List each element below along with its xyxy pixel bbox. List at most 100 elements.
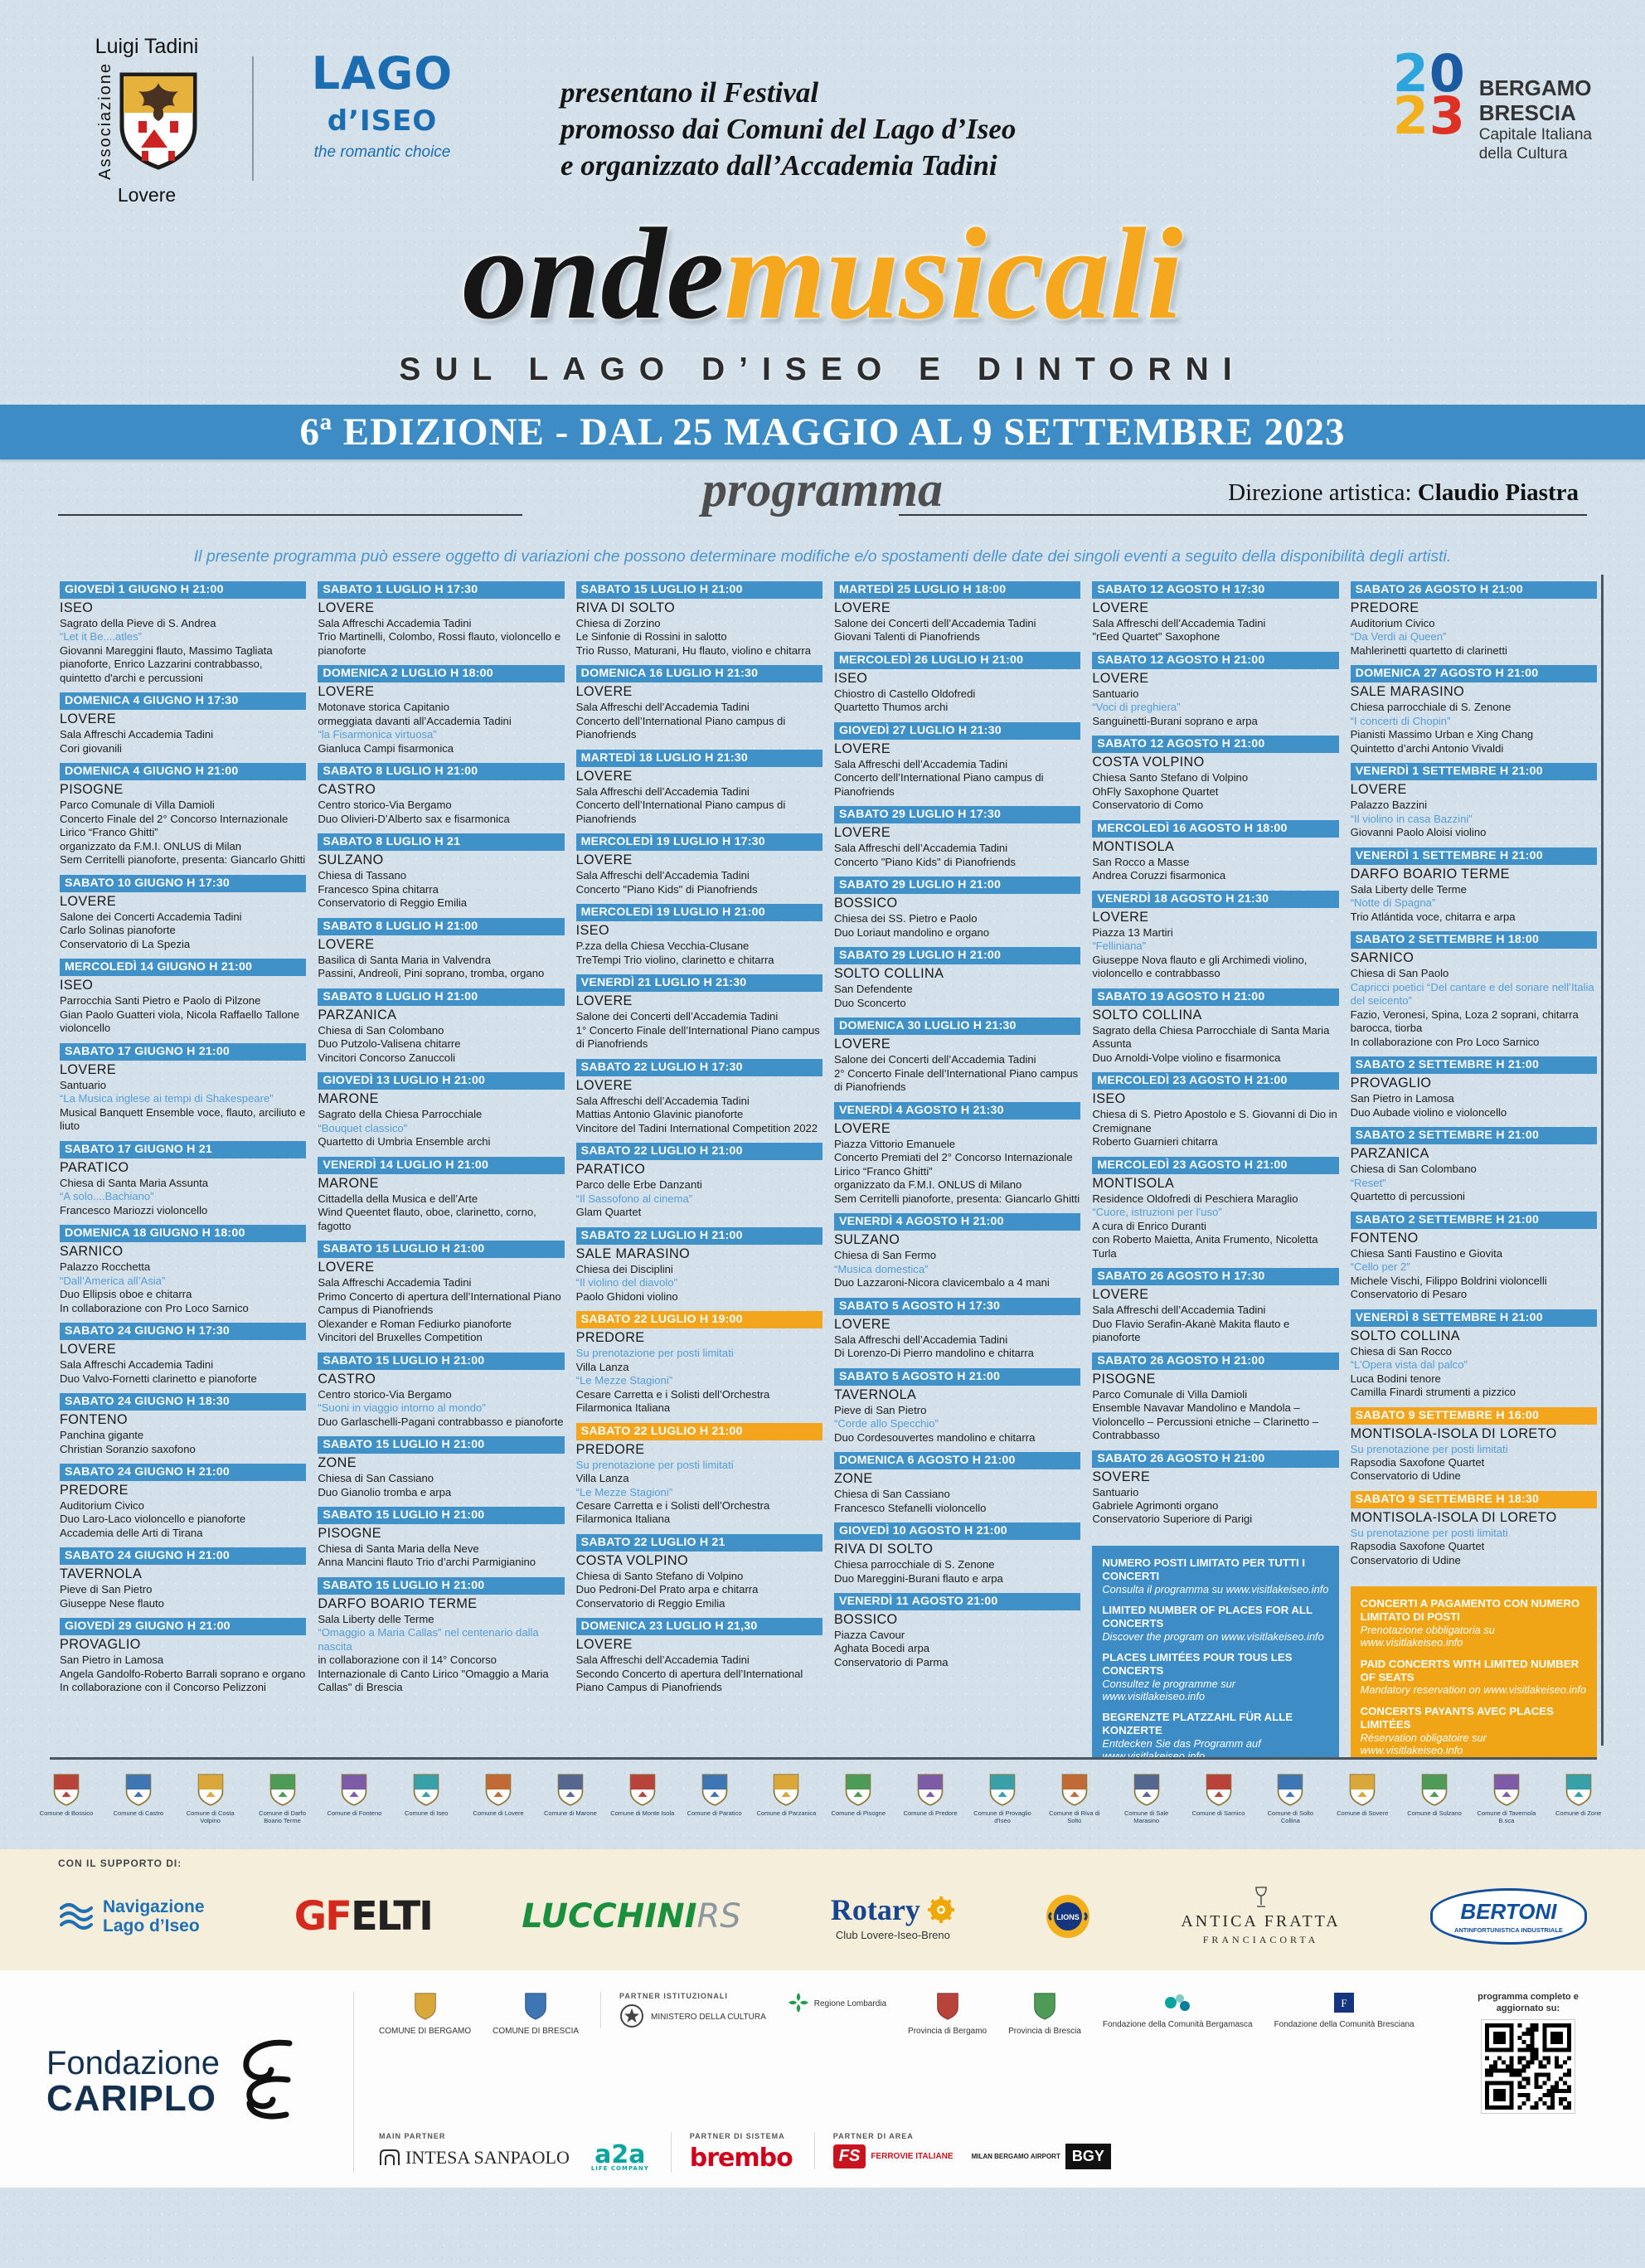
event-line: "rEed Quartet" Saxophone: [1092, 630, 1220, 643]
comune-crest-icon: [774, 1774, 799, 1806]
event-date-banner: SABATO 12 AGOSTO H 21:00: [1092, 736, 1339, 754]
comune-crest-icon: [197, 1774, 223, 1806]
event-item: SABATO 26 AGOSTO H 21:00 PREDORE Auditoriu…: [1350, 581, 1597, 658]
event-line: Francesco Mariozzi violoncello: [60, 1203, 208, 1217]
event-program-title: “Let it Be....atles”: [60, 630, 142, 643]
event-line: Chiesa di San Colombano: [1350, 1163, 1477, 1176]
event-program-title: “Omaggio a Maria Callas” nel centenario …: [318, 1626, 539, 1653]
provincia-bergamo: Provincia di Bergamo: [908, 1992, 987, 2037]
event-line: Vincitori del Bruxelles Competition: [318, 1331, 483, 1344]
event-program-title: “L’Opera vista dal palco”: [1350, 1358, 1468, 1372]
event-line: Santuario: [60, 1078, 107, 1091]
provincia-bg-crest-icon: [936, 1993, 958, 2020]
event-city: DARFO BOARIO TERME: [318, 1595, 478, 1611]
event-city: SULZANO: [833, 1232, 900, 1248]
event-program-title: “Felliniana”: [1092, 940, 1147, 953]
event-line: A cura di Enrico Duranti: [1092, 1219, 1206, 1232]
notice-bold: CONCERTS PAYANTS AVEC PLACES LIMITÉES: [1360, 1704, 1554, 1731]
event-city: PREDORE: [575, 1330, 645, 1346]
event-city: DARFO BOARIO TERME: [1350, 866, 1510, 881]
event-city: ISEO: [60, 978, 94, 993]
event-item: MERCOLEDÌ 19 LUGLIO H 21:00 ISEO P.zza del…: [575, 904, 822, 967]
event-program-title: “Cello per 2”: [1350, 1260, 1410, 1274]
ministero-emblem-icon: [620, 2004, 644, 2028]
comune-label: Comune di Parzanica: [756, 1809, 817, 1817]
event-item: SABATO 12 AGOSTO H 21:00 LOVERE Santuario “…: [1092, 651, 1339, 728]
event-line: Chiesa parrocchiale di S. Zenone: [833, 1558, 995, 1571]
event-item: DOMENICA 18 GIUGNO H 18:00 SARNICO Palazzo…: [60, 1225, 307, 1315]
event-city: FONTENO: [60, 1412, 128, 1428]
event-line: Sala Affreschi dell’Accademia Tadini: [1092, 1304, 1266, 1317]
event-line: Conservatorio di Udine: [1350, 1553, 1461, 1566]
event-line: Parco Comunale di Villa Damioli: [1092, 1387, 1248, 1401]
event-line: Andrea Coruzzi fisarmonica: [1092, 869, 1226, 882]
event-date-banner: VENERDÌ 8 SETTEMBRE H 21:00: [1350, 1309, 1597, 1327]
event-line: Quartetto di percussioni: [1350, 1190, 1465, 1203]
comune-label: Comune di Predore: [903, 1809, 958, 1817]
notice-pair: NUMERO POSTI LIMITATO PER TUTTI I CONCER…: [1102, 1557, 1328, 1595]
antica-fratta-logo: ANTICA FRATTA FRANCIACORTA: [1181, 1887, 1340, 1946]
a2a-logo: a2a LIFE COMPANY: [590, 2140, 649, 2172]
comune-label: Comune di Pisogne: [831, 1809, 886, 1817]
event-program-title: “Notte di Spagna”: [1350, 896, 1436, 910]
event-line: Pieve di San Pietro: [60, 1583, 153, 1596]
event-line: Basilica di Santa Maria in Valvendra: [318, 953, 491, 966]
capitale-city: BERGAMO: [1478, 75, 1592, 100]
event-line: Quintetto d’archi Antonio Vivaldi: [1350, 741, 1504, 755]
event-line: Villa Lanza: [575, 1472, 629, 1485]
tadini-crest-icon: [119, 72, 197, 170]
program-bottom-rule: [50, 1757, 1597, 1760]
partners-grid: COMUNE DI BERGAMO COMUNE DI BRESCIA PART…: [379, 1992, 1433, 2173]
program-column: SABATO 1 LUGLIO H 17:30 LOVERE Sala Affres…: [318, 581, 565, 1752]
comune-crest-icon: [1278, 1774, 1303, 1806]
notice-bold: BEGRENZTE PLATZZAHL FÜR ALLE KONZERTE: [1102, 1711, 1293, 1737]
event-date-banner: SABATO 24 GIUGNO H 18:30: [60, 1393, 307, 1411]
main-partner-group: MAIN PARTNER INTESA SANPAOLO a2a LIFE COM…: [379, 2132, 649, 2172]
event-city: LOVERE: [60, 1061, 117, 1077]
event-city: PARATICO: [60, 1159, 129, 1175]
event-date-banner: SABATO 12 AGOSTO H 21:00: [1092, 651, 1339, 669]
event-item: SABATO 12 AGOSTO H 21:00 COSTA VOLPINO Chi…: [1092, 736, 1339, 812]
event-city: PREDORE: [60, 1482, 129, 1498]
event-item: VENERDÌ 1 SETTEMBRE H 21:00 LOVERE Palazzo…: [1350, 763, 1597, 839]
event-program-title: “La Musica inglese ai tempi di Shakespea…: [60, 1092, 274, 1105]
event-city: LOVERE: [1092, 909, 1149, 925]
event-date-banner: SABATO 24 GIUGNO H 21:00: [60, 1463, 307, 1481]
event-line: Trio Atlántida voce, chitarra e arpa: [1350, 910, 1516, 923]
event-line: TreTempi Trio violino, clarinetto e chit…: [575, 953, 774, 966]
capitale-label: Capitale Italiana: [1478, 125, 1592, 143]
program-column: GIOVEDÌ 1 GIUGNO H 21:00 ISEO Sagrato dell…: [60, 581, 307, 1752]
tadini-name: Luigi Tadini: [95, 35, 199, 58]
event-city: PARZANICA: [1350, 1146, 1429, 1162]
event-date-banner: SABATO 29 LUGLIO H 21:00: [833, 877, 1081, 895]
event-line: Duo Loriaut mandolino e organo: [833, 925, 990, 939]
event-line: Salone dei Concerti Accademia Tadini: [60, 910, 242, 923]
event-city: RIVA DI SOLTO: [833, 1542, 934, 1557]
event-line: Carlo Solinas pianoforte: [60, 924, 176, 937]
event-item: SABATO 15 LUGLIO H 21:00 ZONE Chiesa di Sa…: [318, 1436, 565, 1499]
event-city: PISOGNE: [1092, 1371, 1156, 1387]
event-line: Francesco Stefanelli violoncello: [833, 1501, 987, 1514]
event-line: Chiesa di San Cassiano: [318, 1472, 434, 1485]
notice-pair: LIMITED NUMBER OF PLACES FOR ALL CONCERT…: [1102, 1604, 1328, 1643]
event-item: SABATO 2 SETTEMBRE H 21:00 PARZANICA Chies…: [1350, 1127, 1597, 1203]
event-date-banner: SABATO 26 AGOSTO H 17:30: [1092, 1268, 1339, 1286]
event-line: Fazio, Veronesi, Spina, Loza 2 soprani, …: [1350, 1008, 1579, 1035]
program-column: SABATO 12 AGOSTO H 17:30 LOVERE Sala Affre…: [1092, 581, 1339, 1757]
event-item: SABATO 29 LUGLIO H 21:00 SOLTO COLLINA San…: [833, 947, 1081, 1010]
fond-bergamasca-icon: [1165, 1994, 1191, 2011]
rule-left: [58, 514, 522, 516]
event-date-banner: SABATO 15 LUGLIO H 21:00: [575, 581, 822, 599]
header-divider: [252, 56, 254, 181]
event-line: OhFly Saxophone Quartet: [1092, 784, 1219, 798]
cariplo-glyph-icon: [243, 2039, 293, 2120]
event-line: Glam Quartet: [575, 1206, 642, 1219]
event-line: Rapsodia Saxofone Quartet: [1350, 1455, 1485, 1469]
event-line: San Rocco a Masse: [1092, 855, 1190, 868]
event-line: Duo Ellipsis oboe e chitarra: [60, 1288, 192, 1301]
comune-item: Comune di Paratico: [682, 1773, 748, 1817]
event-program-title: “Le Mezze Stagioni”: [575, 1374, 673, 1387]
event-line: Concerto dell’International Piano campus…: [833, 771, 1044, 798]
event-line: Francesco Spina chitarra: [318, 882, 439, 896]
event-line: Passini, Andreoli, Pini soprano, tromba,…: [318, 967, 545, 980]
